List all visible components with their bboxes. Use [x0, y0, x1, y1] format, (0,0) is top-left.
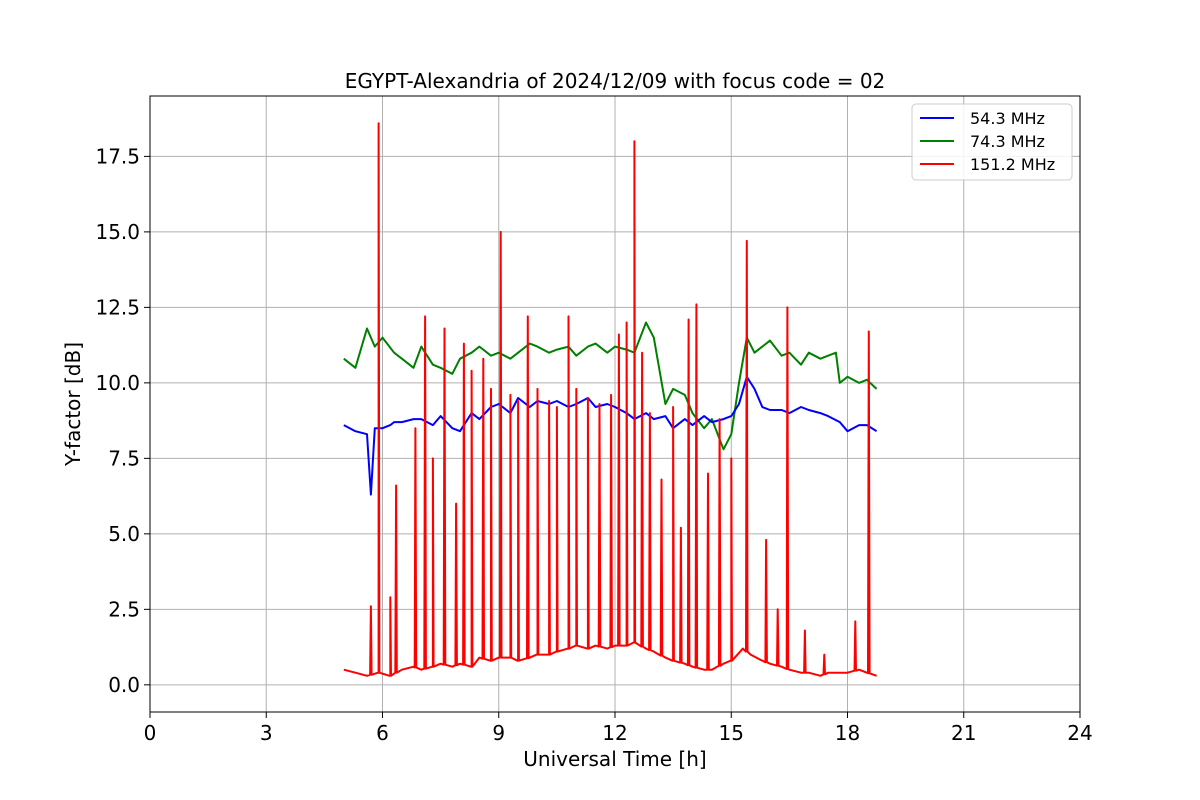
x-tick-label: 15: [719, 721, 744, 745]
x-tick-label: 9: [492, 721, 505, 745]
legend-label: 151.2 MHz: [970, 155, 1055, 174]
y-tick-label: 10.0: [95, 371, 140, 395]
x-axis-label: Universal Time [h]: [523, 747, 706, 771]
series-line-1: [343, 321, 878, 451]
x-tick-label: 0: [144, 721, 157, 745]
x-tick-label: 24: [1067, 721, 1092, 745]
y-axis-label: Y-factor [dB]: [61, 342, 85, 467]
series-line-0: [343, 375, 878, 496]
y-tick-label: 17.5: [95, 144, 140, 168]
x-tick-label: 3: [260, 721, 273, 745]
y-tick-label: 15.0: [95, 220, 140, 244]
legend-label: 54.3 MHz: [970, 109, 1045, 128]
x-tick-label: 18: [835, 721, 860, 745]
y-tick-label: 0.0: [108, 673, 140, 697]
legend: 54.3 MHz 74.3 MHz 151.2 MHz: [911, 103, 1073, 181]
series-lines: [343, 122, 878, 677]
y-tick-label: 2.5: [108, 597, 140, 621]
chart-title: EGYPT-Alexandria of 2024/12/09 with focu…: [345, 69, 886, 93]
series-line-2: [343, 122, 877, 677]
legend-label: 74.3 MHz: [970, 132, 1045, 151]
y-tick-label: 5.0: [108, 522, 140, 546]
legend-box: [911, 103, 1073, 181]
x-tick-label: 12: [602, 721, 627, 745]
axis-ticks: 0 3 6 9 12 15 18 21 24 0.0 2.5 5.0 7.5 10.0 12.5 15.0 17…: [95, 144, 1092, 745]
x-tick-label: 21: [951, 721, 976, 745]
y-tick-label: 7.5: [108, 446, 140, 470]
y-tick-label: 12.5: [95, 295, 140, 319]
x-tick-label: 6: [376, 721, 389, 745]
